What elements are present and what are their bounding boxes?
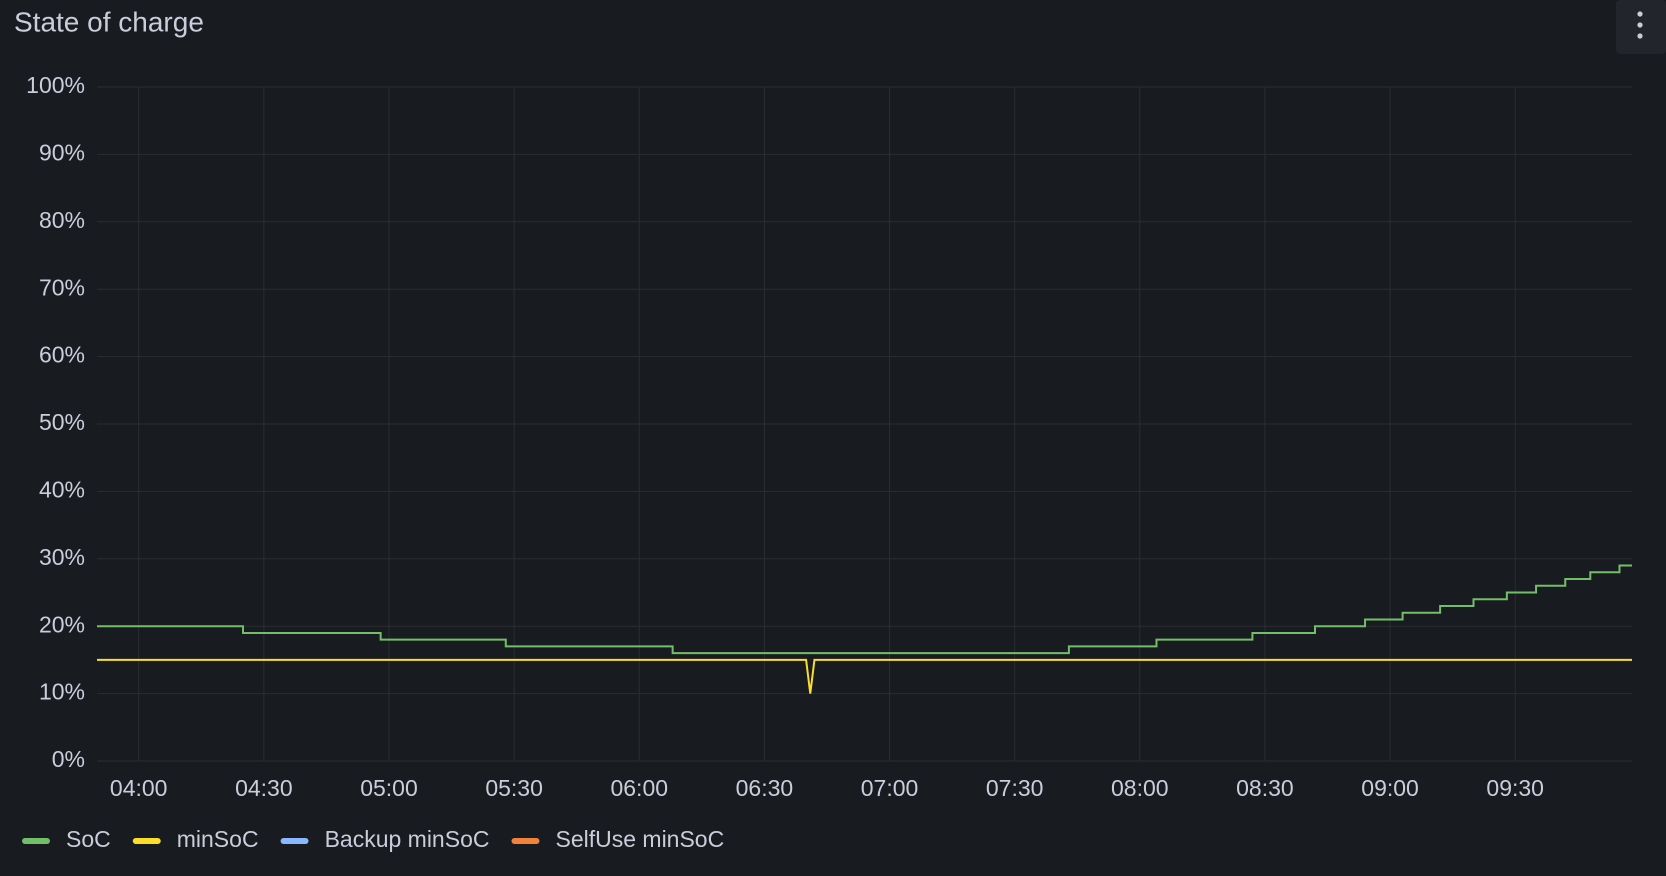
- y-tick-label: 30%: [39, 544, 85, 570]
- legend-swatch: [280, 838, 309, 844]
- y-tick-label: 100%: [26, 72, 85, 98]
- panel-menu[interactable]: [1616, 0, 1666, 54]
- menu-dot: [1637, 33, 1643, 39]
- x-tick-label: 06:30: [736, 775, 794, 801]
- x-tick-label: 07:00: [861, 775, 919, 801]
- y-tick-label: 50%: [39, 409, 85, 435]
- menu-dot: [1637, 11, 1643, 17]
- legend-label: SelfUse minSoC: [555, 826, 724, 852]
- series-line: [97, 658, 1632, 694]
- legend-swatch: [511, 838, 540, 844]
- legend-swatch: [22, 838, 50, 844]
- chart-title: State of charge: [14, 6, 204, 37]
- y-tick-label: 10%: [39, 679, 85, 705]
- y-tick-label: 80%: [39, 207, 85, 233]
- x-tick-label: 05:00: [360, 775, 418, 801]
- y-tick-label: 0%: [52, 746, 85, 772]
- legend-swatch: [132, 838, 161, 844]
- x-tick-label: 09:00: [1361, 775, 1419, 801]
- x-tick-label: 08:00: [1111, 775, 1169, 801]
- x-tick-label: 06:00: [610, 775, 668, 801]
- x-tick-label: 04:30: [235, 775, 293, 801]
- y-tick-label: 40%: [39, 476, 85, 502]
- legend-label: SoC: [66, 826, 111, 852]
- x-tick-label: 07:30: [986, 775, 1044, 801]
- legend-label: minSoC: [177, 826, 259, 852]
- x-tick-label: 04:00: [110, 775, 168, 801]
- x-tick-label: 05:30: [485, 775, 543, 801]
- series-line: [97, 564, 1632, 655]
- y-tick-label: 90%: [39, 139, 85, 165]
- y-tick-label: 20%: [39, 611, 85, 637]
- x-tick-label: 09:30: [1486, 775, 1544, 801]
- legend-label: Backup minSoC: [325, 826, 490, 852]
- menu-dot: [1637, 22, 1643, 28]
- y-tick-label: 70%: [39, 274, 85, 300]
- x-tick-label: 08:30: [1236, 775, 1294, 801]
- y-tick-label: 60%: [39, 342, 85, 368]
